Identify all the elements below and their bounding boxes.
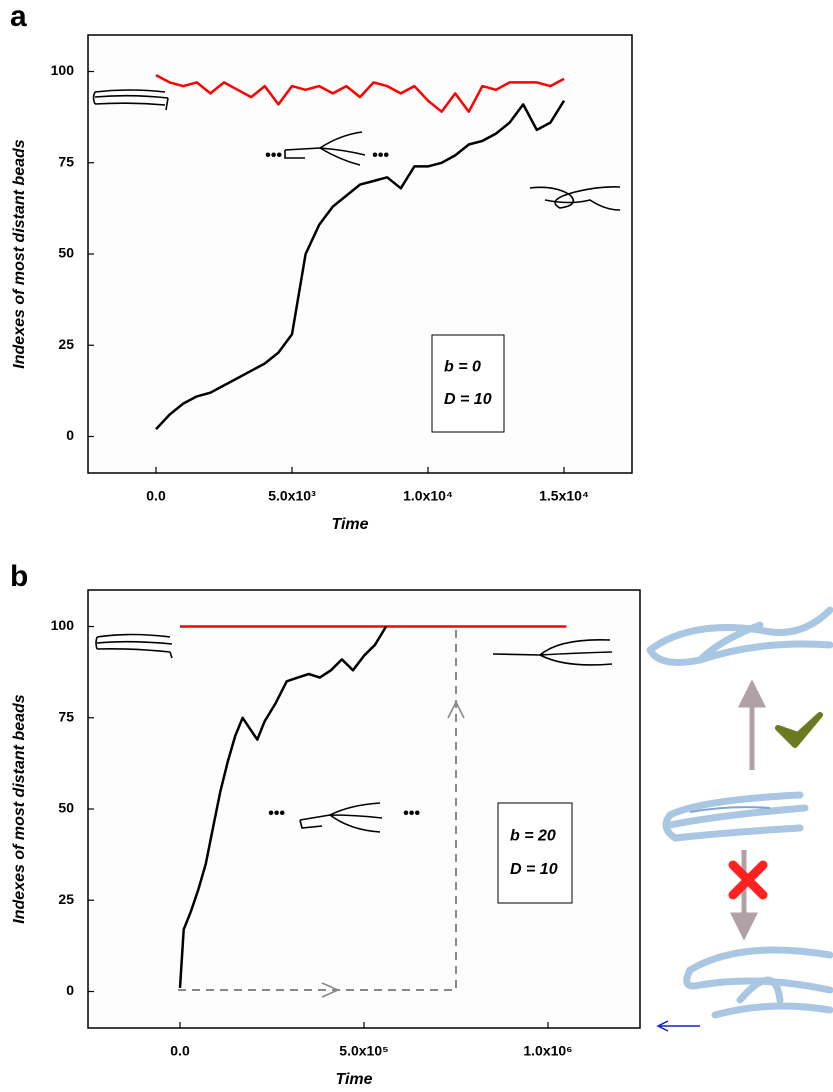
annotation-box bbox=[431, 334, 505, 433]
conformation-illustration bbox=[646, 606, 833, 1032]
plot-frame bbox=[87, 34, 633, 474]
y-tick-label: 50 bbox=[58, 245, 74, 261]
annotation: D = 10 bbox=[510, 861, 558, 878]
x-tick-label: 5.0x10³ bbox=[268, 488, 316, 504]
sketch bbox=[95, 627, 613, 998]
annotation: b = 0 bbox=[444, 359, 481, 376]
x-tick-label: 1.5x10⁴ bbox=[539, 488, 589, 504]
data-line bbox=[155, 100, 566, 431]
ellipsis: ••• bbox=[268, 805, 285, 822]
y-tick-label: 100 bbox=[51, 617, 75, 633]
y-axis-title: Indexes of most distant beads bbox=[11, 139, 28, 368]
y-tick-label: 75 bbox=[58, 153, 74, 169]
x-tick-label: 1.0x10⁴ bbox=[403, 488, 453, 504]
annotation: D = 10 bbox=[444, 391, 492, 408]
sketch bbox=[92, 89, 621, 211]
data-line bbox=[155, 73, 565, 113]
ellipsis: ••• bbox=[403, 805, 420, 822]
x-axis-title: Time bbox=[335, 1071, 372, 1088]
annotation-box bbox=[497, 802, 573, 904]
y-tick-label: 0 bbox=[66, 982, 74, 998]
y-tick-label: 25 bbox=[58, 336, 74, 352]
data-line bbox=[178, 625, 388, 988]
chart-panel: b 0 25 50 75 100 0.0 5.0x10⁵ 1.0x10⁶ Time Indexes … bbox=[10, 560, 641, 1088]
panel-label: b bbox=[10, 560, 28, 593]
x-tick-label: 0.0 bbox=[146, 488, 166, 504]
panel-label: a bbox=[10, 0, 27, 33]
charts: a 0 25 50 75 100 0.0 5.0x10³ 1.0x10⁴ 1.5x10⁴ Time I… bbox=[10, 0, 641, 1088]
x-tick-label: 1.0x10⁶ bbox=[523, 1043, 572, 1059]
ellipsis: ••• bbox=[265, 147, 282, 164]
ellipsis: ••• bbox=[372, 147, 389, 164]
y-tick-label: 100 bbox=[51, 62, 75, 78]
y-tick-label: 25 bbox=[58, 891, 74, 907]
y-tick-label: 50 bbox=[58, 800, 74, 816]
annotation: b = 20 bbox=[510, 828, 556, 845]
x-axis-title: Time bbox=[331, 516, 368, 533]
y-tick-label: 0 bbox=[66, 427, 74, 443]
chart-panel: a 0 25 50 75 100 0.0 5.0x10³ 1.0x10⁴ 1.5x10⁴ Time I… bbox=[10, 0, 633, 533]
x-tick-label: 5.0x10⁵ bbox=[339, 1043, 388, 1059]
y-axis-title: Indexes of most distant beads bbox=[11, 694, 28, 923]
x-tick-label: 0.0 bbox=[170, 1043, 190, 1059]
y-tick-label: 75 bbox=[58, 708, 74, 724]
